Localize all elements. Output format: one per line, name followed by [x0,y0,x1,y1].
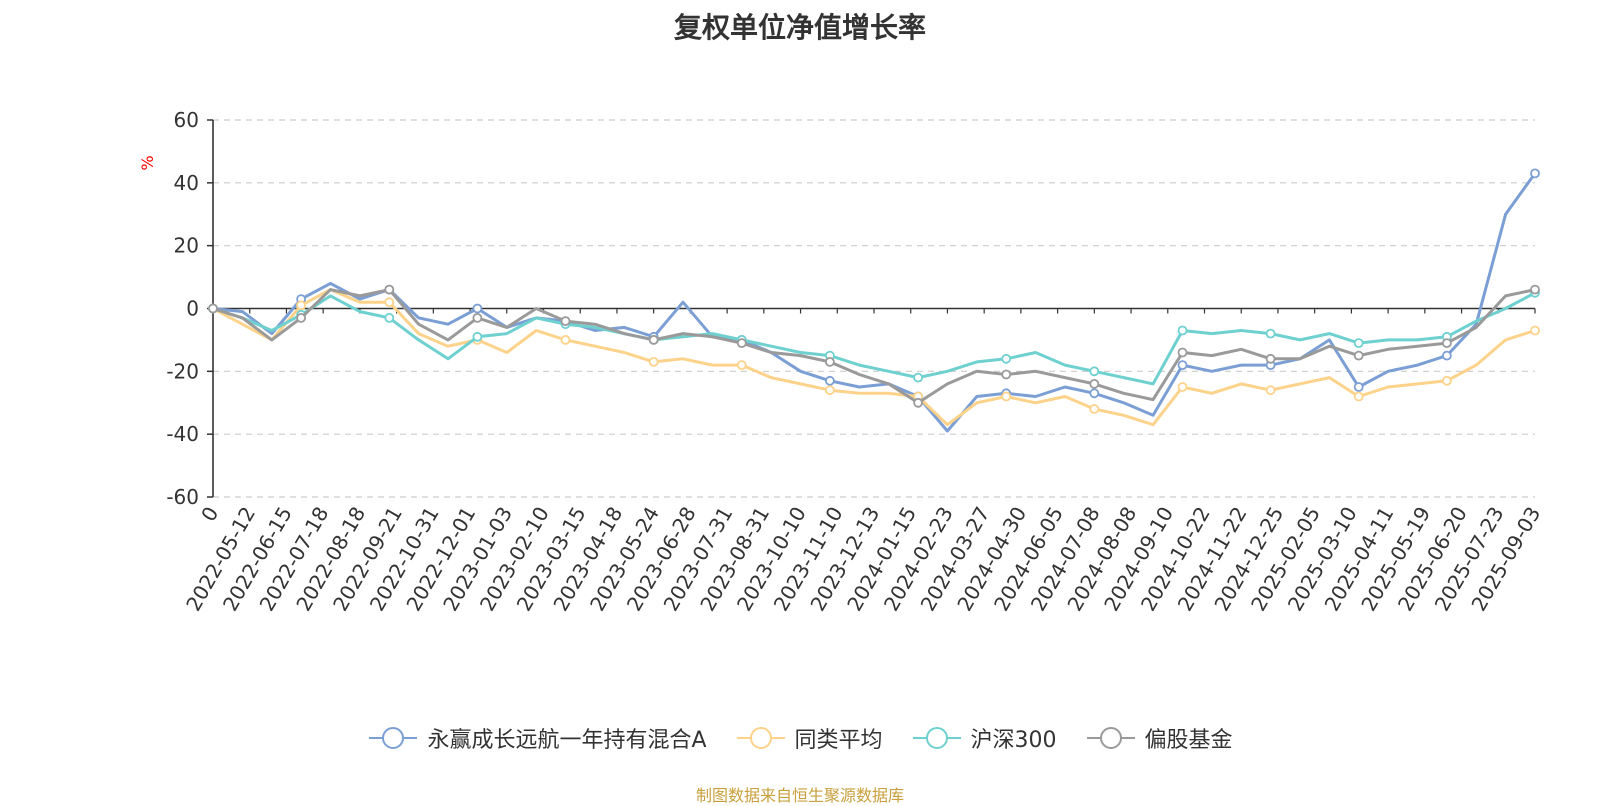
series-line-0 [212,172,1537,433]
series-point-3 [384,284,395,295]
y-axis-label: % [138,155,157,170]
series-point-0 [1353,382,1364,392]
series-point-3 [1530,284,1540,295]
series-point-1 [560,334,571,345]
series-point-0 [472,303,483,314]
series-point-3 [1089,378,1100,389]
series-point-2 [1177,325,1188,336]
series-point-1 [1177,382,1188,392]
y-tick-label: -60 [166,485,199,509]
series-point-1 [384,297,395,308]
legend-label: 同类平均 [794,728,883,753]
series-line-1 [212,288,1536,427]
series-line-2 [212,291,1536,386]
legend-item[interactable]: 永赢成长远航一年持有混合A [367,722,707,754]
series-lines [208,168,1540,433]
legend-swatch-icon [912,727,961,749]
y-tick-label: -20 [166,359,199,383]
x-tick-label: 0 [196,503,223,526]
series-line-3 [212,288,1536,405]
legend-label: 沪深300 [970,728,1057,753]
grid-lines [213,119,1535,498]
series-point-3 [825,356,835,367]
series-point-3 [1177,347,1188,358]
series-point-2 [1089,366,1100,377]
series-point-3 [736,338,747,349]
series-point-3 [296,312,307,323]
chart-title: 复权单位净值增长率 [673,11,926,44]
legend: 永赢成长远航一年持有混合A 同类平均 沪深300 偏股基金 [0,722,1600,754]
series-point-3 [208,303,218,314]
series-point-0 [1442,350,1452,361]
y-tick-label: 0 [186,297,199,321]
series-point-3 [1442,338,1452,349]
series-point-1 [825,385,835,396]
series-point-2 [472,331,483,342]
series-point-0 [1530,168,1540,179]
series-point-3 [472,312,483,323]
series-point-3 [1265,353,1276,364]
y-tick-label: 20 [174,234,199,258]
legend-label: 永赢成长远航一年持有混合A [427,728,707,753]
tick-labels: 6040200-20-40-6002022-05-122022-06-15202… [166,108,1545,615]
series-point-1 [1089,404,1100,414]
series-point-1 [1442,375,1452,386]
legend-label: 偏股基金 [1144,728,1233,753]
series-point-1 [736,360,747,371]
series-point-1 [296,300,307,311]
legend-swatch-icon [1086,727,1135,749]
y-tick-label: -40 [166,422,199,446]
series-point-2 [1265,328,1276,339]
series-point-1 [1001,391,1012,402]
legend-item[interactable]: 同类平均 [735,722,883,754]
series-point-3 [913,397,923,408]
series-point-0 [1089,388,1100,399]
series-point-0 [1177,360,1188,371]
series-point-2 [384,312,395,323]
legend-item[interactable]: 偏股基金 [1085,722,1233,754]
series-point-1 [1265,385,1276,396]
y-tick-label: 40 [174,171,199,195]
legend-swatch-icon [369,727,418,749]
series-point-1 [1353,391,1364,402]
series-point-0 [825,375,835,386]
series-point-2 [1001,353,1012,364]
legend-swatch-icon [736,727,785,749]
series-point-3 [648,334,659,345]
series-point-3 [1353,350,1364,361]
series-point-3 [560,316,571,327]
series-point-2 [913,372,923,383]
legend-item[interactable]: 沪深300 [911,722,1057,754]
series-point-1 [648,356,659,367]
series-point-3 [1001,369,1012,380]
y-tick-label: 60 [174,108,199,132]
series-point-1 [1530,325,1540,336]
series-point-2 [1353,338,1364,349]
source-note: 制图数据来自恒生聚源数据库 [695,786,904,805]
